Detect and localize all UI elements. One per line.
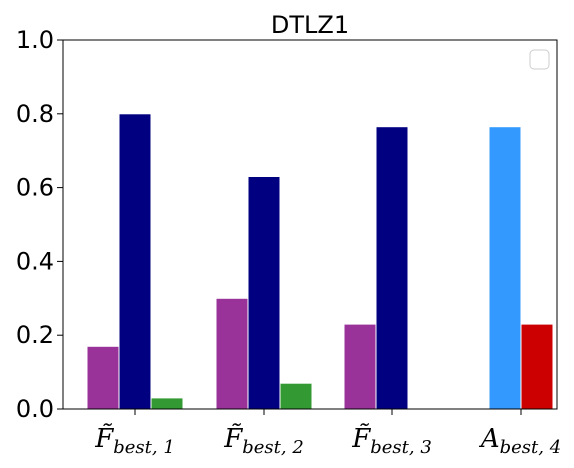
bar-7 <box>375 126 409 410</box>
plot-frame <box>62 39 558 410</box>
x-tick-label: F̃best, 1 <box>94 423 175 458</box>
bar-2 <box>150 397 184 410</box>
bar-0 <box>86 345 120 410</box>
x-tick-label: Abest, 4 <box>479 424 561 458</box>
y-axis: 0.0 0.2 0.4 0.6 0.8 1.0 <box>16 26 63 423</box>
x-tick-label: F̃best, 3 <box>351 423 432 458</box>
chart-title: DTLZ1 <box>271 11 349 39</box>
y-tick-label: 1.0 <box>16 26 54 54</box>
y-tick-label: 0.2 <box>16 321 54 349</box>
y-tick-label: 0.6 <box>16 174 54 202</box>
y-tick-label: 0.8 <box>16 100 54 128</box>
x-axis: F̃best, 1 F̃best, 2 F̃best, 3 Abest, 4 <box>94 409 561 458</box>
bar-6 <box>343 323 377 410</box>
bars-group <box>86 113 554 410</box>
legend-box <box>529 49 550 70</box>
y-tick-label: 0.4 <box>16 247 54 275</box>
bar-4 <box>247 176 281 410</box>
y-tick-label: 0.0 <box>16 395 54 423</box>
x-tick-label: F̃best, 2 <box>223 423 304 458</box>
bar-5 <box>279 382 313 410</box>
bar-1 <box>118 113 152 410</box>
bar-9 <box>520 323 554 410</box>
bar-8 <box>488 126 522 410</box>
bar-3 <box>215 297 249 410</box>
